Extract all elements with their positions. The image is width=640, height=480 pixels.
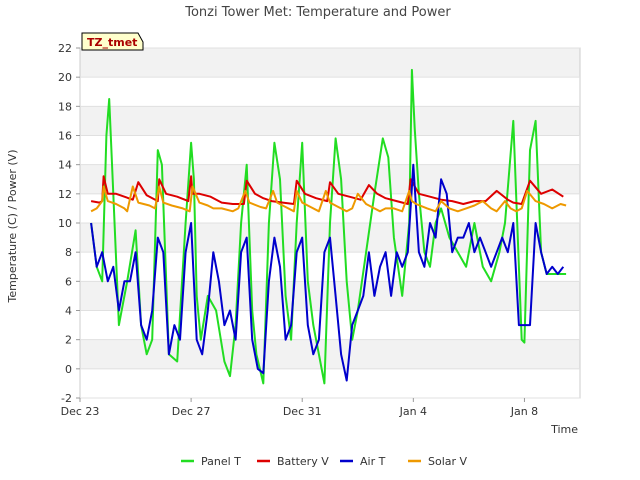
y-axis-ticks: -2 0 2 4 6 8 10 12 14 16 18 20 22	[58, 42, 580, 405]
series-line-panel-t	[90, 68, 567, 385]
y-tick-label: 2	[65, 334, 72, 347]
x-tick-label: Dec 23	[61, 405, 100, 418]
y-tick-label: 12	[58, 188, 72, 201]
x-tick-label: Dec 27	[172, 405, 211, 418]
y-tick-label: -2	[61, 392, 72, 405]
legend: Panel T Battery V Air T Solar V	[181, 455, 468, 468]
x-tick-label: Jan 4	[399, 405, 427, 418]
plot-band	[80, 339, 580, 369]
site-badge: TZ_tmet	[81, 32, 144, 51]
series-lines	[90, 68, 567, 385]
legend-label-panel-t: Panel T	[201, 455, 241, 468]
legend-label-solar-v: Solar V	[428, 455, 468, 468]
y-tick-label: 18	[58, 100, 72, 113]
y-tick-label: 4	[65, 305, 72, 318]
plot-band	[80, 164, 580, 194]
y-tick-label: 8	[65, 246, 72, 259]
plot-band	[80, 310, 580, 340]
badge-shape	[81, 32, 144, 51]
plot-band	[80, 106, 580, 136]
plot-band	[80, 135, 580, 165]
y-axis-label: Temperature (C) / Power (V)	[6, 149, 19, 303]
y-tick-label: 22	[58, 42, 72, 55]
series-line-air-t	[90, 163, 565, 382]
legend-label-air-t: Air T	[360, 455, 386, 468]
plot-band	[80, 77, 580, 107]
badge-label: TZ_tmet	[87, 36, 137, 49]
y-tick-label: 20	[58, 71, 72, 84]
y-tick-label: 16	[58, 130, 72, 143]
y-tick-label: 6	[65, 275, 72, 288]
y-tick-label: 0	[65, 363, 72, 376]
legend-label-battery-v: Battery V	[277, 455, 329, 468]
series-line-battery-v	[90, 175, 564, 205]
plot-band	[80, 368, 580, 398]
x-tick-label: Jan 8	[510, 405, 538, 418]
chart-title: Tonzi Tower Met: Temperature and Power	[184, 5, 451, 20]
y-tick-label: 10	[58, 217, 72, 230]
y-tick-label: 14	[58, 159, 72, 172]
x-axis-ticks: Dec 23 Dec 27 Dec 31 Jan 4 Jan 8	[61, 398, 538, 418]
plot-band	[80, 281, 580, 311]
series-line-solar-v	[90, 185, 567, 213]
plot-band	[80, 48, 580, 78]
x-tick-label: Dec 31	[283, 405, 322, 418]
x-axis-label: Time	[550, 423, 578, 436]
